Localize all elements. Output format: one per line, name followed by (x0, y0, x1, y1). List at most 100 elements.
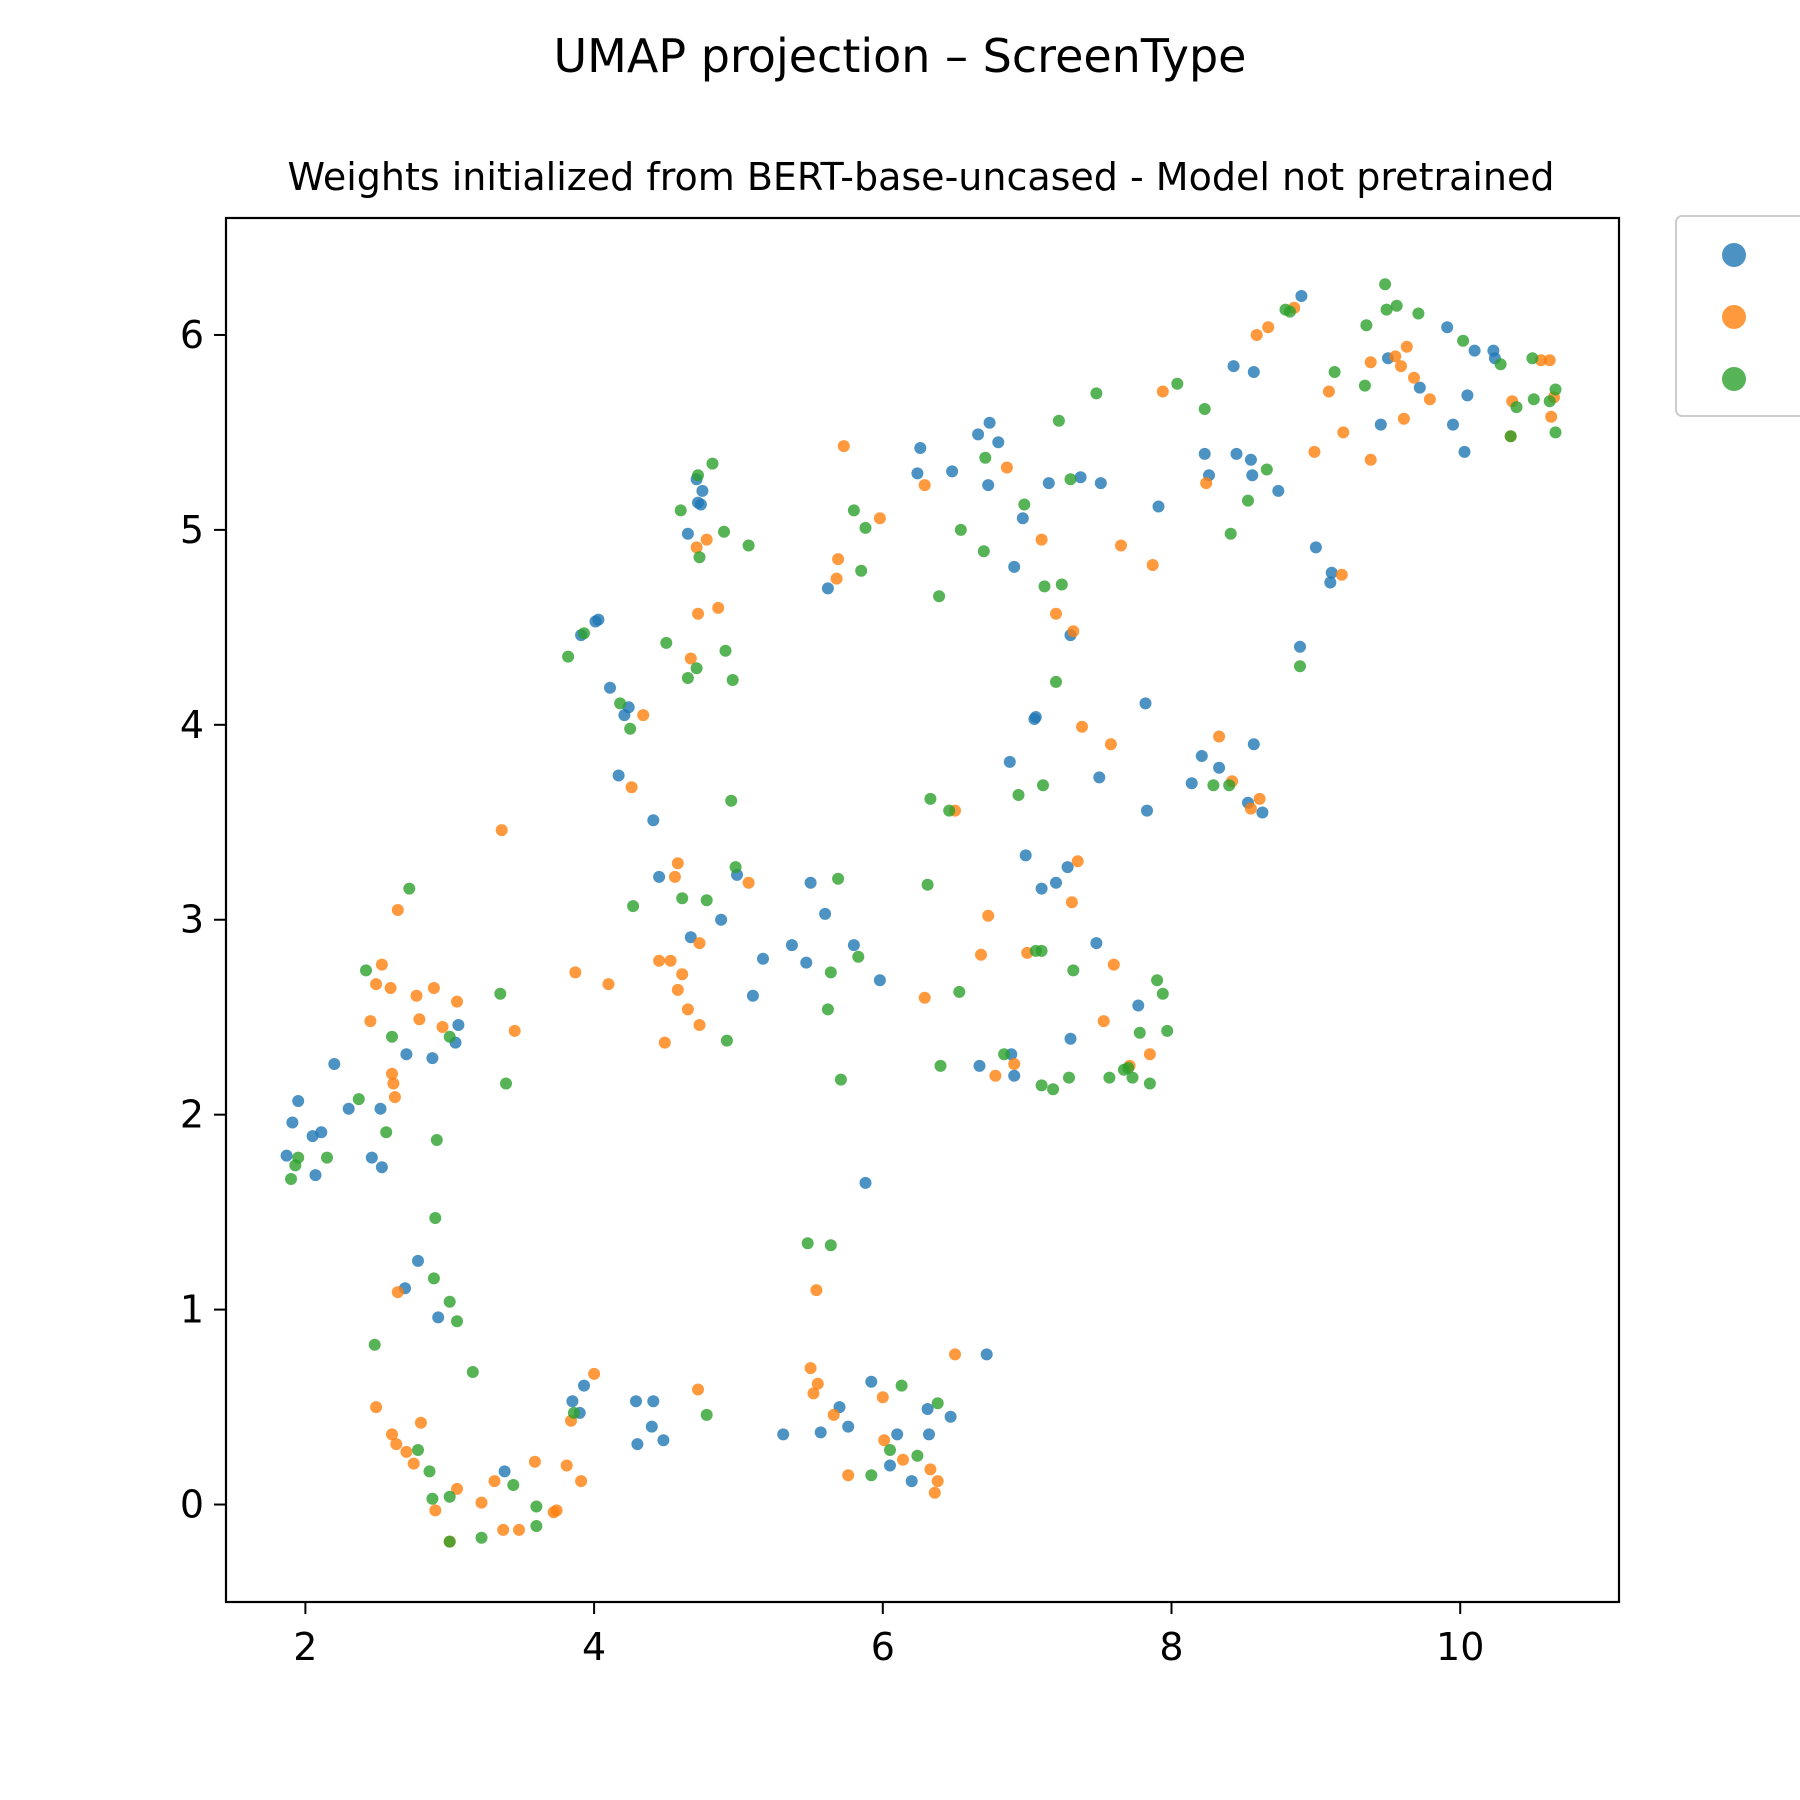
scatter-point-series-3 (423, 1465, 436, 1478)
scatter-point-series-1 (694, 498, 707, 511)
scatter-point-series-2 (391, 904, 404, 916)
scatter-point-series-2 (1250, 329, 1263, 341)
scatter-point-series-2 (1545, 410, 1558, 423)
scatter-point-series-1 (873, 974, 886, 987)
scatter-point-series-3 (979, 451, 992, 464)
scatter-point-series-2 (975, 948, 987, 961)
scatter-point-series-3 (1543, 395, 1556, 408)
scatter-point-series-3 (674, 504, 687, 517)
scatter-point-series-2 (387, 1077, 400, 1090)
scatter-point-series-2 (931, 1475, 944, 1488)
scatter-point-series-1 (684, 931, 697, 944)
scatter-point-series-2 (407, 1457, 420, 1470)
scatter-point-series-2 (684, 652, 697, 665)
scatter-point-series-3 (1294, 660, 1306, 673)
scatter-point-series-3 (692, 469, 704, 482)
scatter-point-series-2 (693, 937, 706, 950)
scatter-point-series-3 (921, 878, 934, 891)
scatter-point-series-1 (630, 1395, 642, 1408)
scatter-point-series-1 (804, 876, 817, 889)
scatter-point-series-2 (370, 978, 383, 991)
scatter-point-series-1 (891, 1428, 904, 1441)
scatter-point-series-2 (1543, 354, 1556, 367)
scatter-point-series-1 (578, 1379, 590, 1392)
scatter-point-series-2 (497, 1523, 510, 1536)
scatter-point-series-3 (1207, 779, 1220, 792)
scatter-point-series-3 (742, 539, 755, 552)
scatter-point-series-3 (380, 1126, 393, 1139)
scatter-point-series-1 (1295, 290, 1308, 302)
scatter-point-series-2 (1408, 371, 1420, 384)
scatter-point-series-2 (414, 1416, 427, 1429)
scatter-point-series-3 (911, 1449, 924, 1462)
y-tick-label: 6 (180, 313, 204, 357)
y-axis: 0 1 2 3 4 5 6 (180, 313, 226, 1527)
scatter-point-series-3 (1510, 401, 1523, 414)
scatter-point-series-2 (1389, 350, 1402, 363)
scatter-point-series-1 (653, 870, 666, 883)
scatter-point-series-1 (592, 613, 605, 626)
scatter-point-series-3 (934, 1059, 947, 1072)
scatter-point-series-2 (388, 1091, 401, 1104)
scatter-point-series-3 (1527, 393, 1540, 406)
scatter-point-series-2 (488, 1475, 501, 1488)
scatter-point-series-1 (1132, 999, 1145, 1012)
y-tick-label: 3 (180, 898, 204, 942)
scatter-point-series-2 (1364, 356, 1377, 369)
scatter-point-series-3 (847, 504, 860, 517)
scatter-point-series-1 (647, 1395, 660, 1408)
scatter-point-series-3 (1223, 779, 1236, 792)
scatter-point-series-2 (451, 995, 463, 1008)
scatter-point-series-2 (897, 1453, 909, 1466)
scatter-point-series-3 (1494, 358, 1507, 371)
scatter-point-series-3 (412, 1444, 424, 1456)
scatter-point-series-1 (1029, 711, 1042, 723)
scatter-point-series-3 (500, 1077, 512, 1090)
scatter-point-series-1 (498, 1465, 511, 1478)
scatter-point-series-2 (1065, 896, 1078, 909)
scatter-point-series-1 (657, 1434, 670, 1447)
scatter-point-series-2 (810, 1284, 823, 1297)
scatter-point-series-1 (1227, 360, 1240, 373)
scatter-point-series-2 (668, 870, 681, 883)
legend-marker-series-1 (1722, 243, 1746, 267)
scatter-point-series-3 (1549, 426, 1562, 439)
scatter-point-series-3 (1198, 403, 1211, 415)
scatter-point-series-3 (627, 900, 640, 913)
scatter-point-series-3 (443, 1490, 456, 1503)
scatter-point-series-1 (566, 1395, 579, 1408)
scatter-point-series-3 (443, 1030, 456, 1043)
scatter-point-series-3 (943, 804, 956, 817)
scatter-point-series-1 (1324, 576, 1337, 589)
scatter-point-series-2 (1262, 321, 1275, 334)
scatter-point-series-2 (676, 968, 689, 981)
scatter-point-series-1 (1230, 447, 1243, 460)
scatter-point-series-3 (1224, 527, 1237, 540)
scatter-point-series-3 (719, 644, 732, 657)
x-tick-label: 8 (1159, 1625, 1183, 1669)
scatter-point-series-2 (436, 1021, 449, 1033)
scatter-point-series-3 (1504, 430, 1517, 443)
scatter-point-series-1 (374, 1102, 387, 1115)
scatter-point-series-3 (1549, 383, 1562, 396)
scatter-point-series-1 (980, 1348, 993, 1361)
scatter-point-series-1 (847, 939, 860, 952)
scatter-point-series-2 (451, 1482, 463, 1495)
scatter-point-series-2 (375, 958, 388, 971)
scatter-point-series-3 (292, 1151, 305, 1164)
scatter-point-series-1 (746, 989, 759, 1002)
scatter-point-series-2 (827, 1408, 840, 1421)
scatter-point-series-3 (451, 1315, 463, 1328)
scatter-point-series-2 (637, 709, 650, 722)
scatter-point-series-2 (1400, 340, 1413, 353)
scatter-point-series-3 (1047, 1083, 1060, 1096)
scatter-point-series-3 (1379, 278, 1392, 291)
scatter-point-series-3 (1055, 578, 1068, 591)
scatter-point-series-2 (671, 857, 684, 870)
scatter-point-series-3 (530, 1520, 543, 1532)
scatter-point-series-3 (475, 1531, 488, 1544)
scatter-point-series-2 (878, 1434, 891, 1447)
scatter-point-series-2 (876, 1391, 889, 1404)
scatter-point-series-1 (1141, 804, 1153, 817)
scatter-point-series-1 (645, 1420, 658, 1433)
